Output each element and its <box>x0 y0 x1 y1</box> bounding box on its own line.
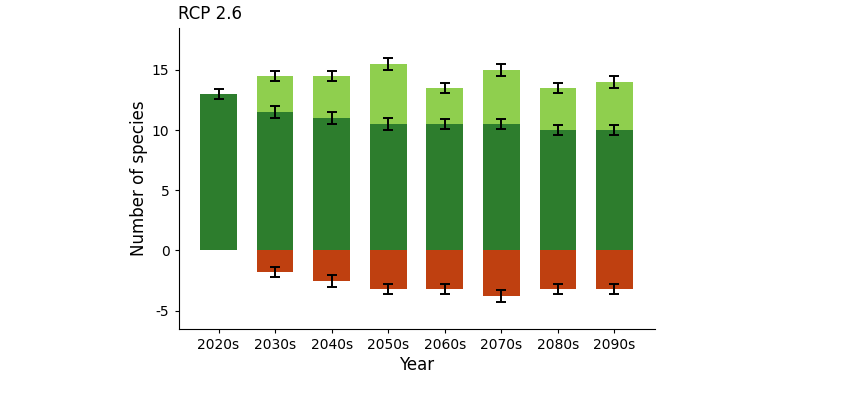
Bar <box>596 250 633 289</box>
Bar <box>483 70 519 124</box>
Y-axis label: Number of species: Number of species <box>130 101 148 256</box>
Bar <box>370 64 406 124</box>
Bar <box>427 88 463 124</box>
Bar <box>314 118 350 250</box>
Bar <box>314 76 350 118</box>
Bar <box>370 124 406 250</box>
Bar <box>427 124 463 250</box>
Bar <box>596 130 633 250</box>
Bar <box>257 76 293 112</box>
Bar <box>427 250 463 289</box>
X-axis label: Year: Year <box>399 356 434 374</box>
Bar <box>257 112 293 250</box>
Bar <box>540 250 576 289</box>
Bar <box>314 250 350 280</box>
Bar <box>596 82 633 130</box>
Bar <box>483 250 519 296</box>
Bar <box>257 250 293 272</box>
Bar <box>540 88 576 130</box>
Bar <box>370 250 406 289</box>
Bar <box>483 124 519 250</box>
Bar <box>200 94 237 250</box>
Bar <box>540 130 576 250</box>
Text: RCP 2.6: RCP 2.6 <box>178 6 242 23</box>
